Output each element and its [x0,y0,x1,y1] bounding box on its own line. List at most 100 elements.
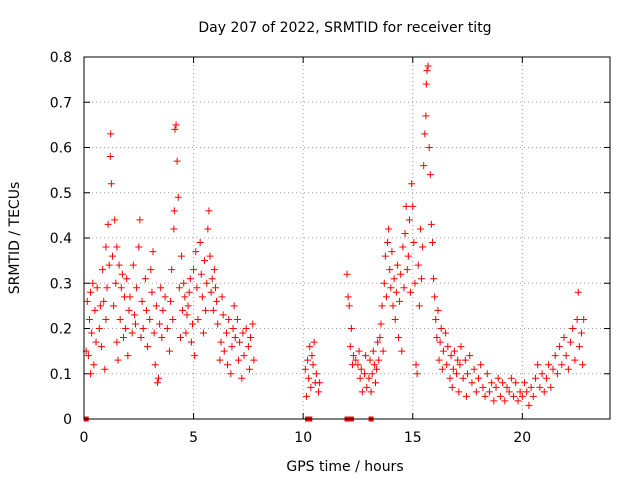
data-point [553,370,561,378]
data-point [242,325,250,332]
data-point [514,397,522,405]
data-point [209,306,217,314]
data-point [521,379,529,387]
data-point [188,320,196,328]
data-point [193,284,201,292]
data-point [492,383,500,391]
data-point [194,315,202,323]
data-point [362,352,370,360]
data-point [83,297,91,305]
data-point [510,392,518,400]
data-point [168,266,176,274]
data-point [415,302,423,310]
data-point [481,392,489,400]
data-point [523,388,531,396]
data-point [496,392,504,400]
data-point [210,266,218,274]
data-point [574,288,582,296]
data-point [461,356,469,364]
data-point [418,275,426,283]
data-point [422,80,430,88]
data-point [456,361,464,369]
data-point [438,365,446,373]
data-point [229,325,237,332]
data-point [580,315,588,323]
data-point [101,365,109,373]
data-point [170,225,178,233]
data-point [233,315,241,323]
data-point [130,311,138,319]
data-point [199,329,207,337]
data-point [347,325,355,332]
data-point [414,261,422,269]
data-point [369,347,377,355]
data-point [391,315,399,323]
data-point [403,266,411,274]
data-point [466,352,474,360]
data-point [384,239,392,247]
data-point [202,306,210,314]
data-point [407,288,415,296]
data-point [111,216,119,224]
data-point [158,334,166,342]
data-point [159,306,167,314]
data-point [174,193,182,201]
data-point [503,383,511,391]
data-point [100,297,108,305]
data-point [454,356,462,364]
data-point [358,388,366,396]
data-point [126,293,134,301]
data-point [142,306,150,314]
data-point [238,374,246,382]
data-point [569,325,577,332]
data-point [144,343,152,351]
data-point [187,338,195,346]
chart-title: Day 207 of 2022, SRMTID for receiver tit… [198,20,491,36]
data-point [527,383,535,391]
data-point [157,284,165,292]
x-tick-label: 10 [294,430,312,446]
data-point [172,121,180,129]
plot-frame [83,56,611,420]
data-point [235,356,243,364]
data-point [547,383,555,391]
data-point [428,239,436,247]
data-point [459,374,467,382]
data-point [419,243,427,251]
data-point [578,329,586,337]
data-point [167,297,175,305]
data-point [365,374,373,382]
data-point [139,325,147,332]
data-point [135,243,143,251]
data-point [545,361,553,369]
data-point [399,243,407,251]
y-axis-label: SRMTID / TECUs [7,182,23,295]
data-point [551,352,559,360]
data-point [245,365,253,373]
data-point [231,334,239,342]
data-point [435,356,443,364]
data-point [397,270,405,278]
data-point [455,388,463,396]
data-point [549,365,557,373]
data-point [176,334,184,342]
data-point [91,306,99,314]
data-point [301,365,309,373]
data-point [479,383,487,391]
data-point [412,361,420,369]
data-point [424,62,432,70]
data-point [564,365,572,373]
data-point [216,356,224,364]
data-point [344,293,352,301]
data-point [366,356,374,364]
data-point [204,225,212,233]
x-axis-label: GPS time / hours [286,459,403,475]
data-point [575,343,583,351]
data-point [161,293,169,301]
data-point [404,252,412,260]
data-point [462,392,470,400]
data-point [427,220,435,228]
data-point [125,306,133,314]
data-point [401,229,409,237]
data-point [490,397,498,405]
